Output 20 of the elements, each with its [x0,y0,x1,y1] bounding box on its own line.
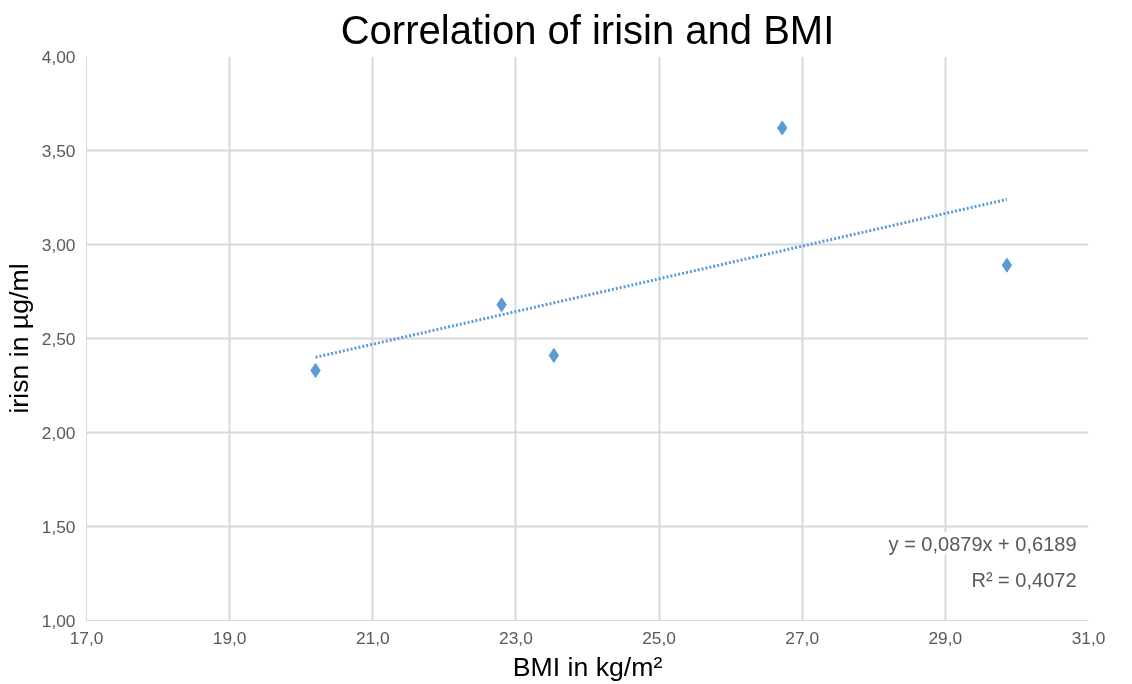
y-tick-label: 1,50 [41,516,76,537]
point [1001,257,1013,273]
x-tick-label: 27,0 [785,627,820,648]
y-tick-label: 2,50 [41,328,76,349]
x-tick-label: 19,0 [212,627,247,648]
point [548,347,560,363]
y-tick-label: 2,00 [41,422,76,443]
x-tick-label: 31,0 [1071,627,1106,648]
chart-title: Correlation of irisin and BMI [340,7,835,52]
x-tick-label: 29,0 [928,627,963,648]
y-tick-label: 3,50 [41,140,76,161]
y-axis-title: irisn in µg/ml [3,263,34,414]
annotation: y = 0,0879x + 0,6189 [888,532,1077,555]
x-tick-label: 23,0 [499,627,533,648]
x-axis-title: BMI in kg/m² [512,651,663,682]
x-tick-label: 21,0 [355,627,390,648]
annotation: R² = 0,4072 [971,568,1077,591]
x-tick-label: 25,0 [642,627,676,648]
y-tick-label: 4,00 [41,46,76,67]
y-tick-label: 3,00 [41,234,76,255]
